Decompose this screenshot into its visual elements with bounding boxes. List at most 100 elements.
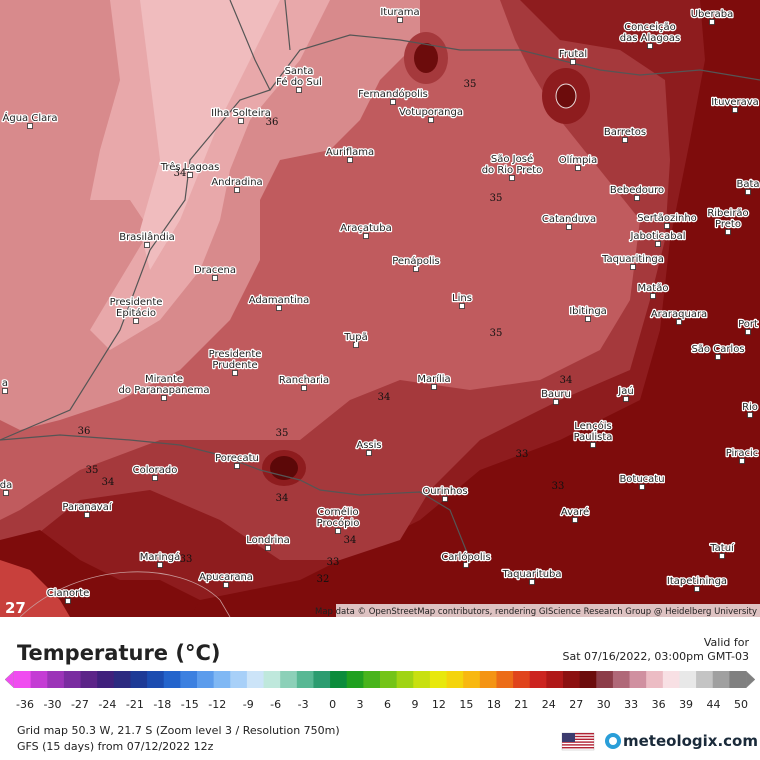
- isotherm-label: 34: [344, 535, 357, 546]
- city-label: da: [0, 480, 12, 491]
- legend-title: Temperature (°C): [17, 641, 220, 665]
- city-dot: [509, 175, 515, 181]
- colorbar-tick-label: 30: [597, 698, 611, 711]
- city-dot: [739, 458, 745, 464]
- city-label: Procópio: [317, 517, 360, 529]
- city-label: Fernandópolis: [358, 88, 428, 100]
- city-dot: [630, 264, 636, 270]
- city-dot: [529, 579, 535, 585]
- city-dot: [27, 123, 33, 129]
- city-dot: [622, 137, 628, 143]
- colorbar-swatch: [147, 671, 165, 688]
- brand[interactable]: meteologix.com: [623, 732, 758, 750]
- state-border: [0, 0, 271, 441]
- colorbar-swatch: [596, 671, 614, 688]
- city-label: Conceição: [624, 22, 676, 33]
- colorbar-swatch: [14, 671, 32, 688]
- colorbar-swatch: [729, 671, 747, 688]
- city-label: Avaré: [561, 506, 589, 518]
- city-dot: [133, 318, 139, 324]
- isotherm-label: 35: [276, 428, 289, 439]
- colorbar-tick-label: -12: [208, 698, 226, 711]
- us-flag: [561, 732, 595, 751]
- city-label: Jaú: [617, 385, 633, 397]
- isotherm-label: 33: [180, 554, 193, 565]
- colorbar-tick-label: 50: [734, 698, 748, 711]
- city-label: Rancharia: [279, 375, 329, 386]
- colorbar-tick-label: 44: [707, 698, 721, 711]
- colorbar-swatch: [579, 671, 597, 688]
- colorbar-swatch: [213, 671, 231, 688]
- city-label: Paulista: [574, 432, 613, 443]
- colorbar-swatch: [479, 671, 497, 688]
- city-dot: [335, 528, 341, 534]
- city-dot: [276, 305, 282, 311]
- city-dot: [747, 412, 753, 418]
- city-dot: [694, 586, 700, 592]
- city-label: Rio: [742, 402, 758, 413]
- city-label: Lins: [452, 293, 472, 304]
- isotherm-label: 35: [464, 79, 477, 90]
- city-label: Barretos: [604, 127, 646, 138]
- city-dot: [570, 59, 576, 65]
- city-label: Presidente: [209, 349, 262, 360]
- colorbar-swatch: [363, 671, 381, 688]
- city-dot: [144, 242, 150, 248]
- city-dot: [390, 99, 396, 105]
- city-label: Jaboticabal: [629, 231, 685, 242]
- colorbar-tick-label: 39: [679, 698, 693, 711]
- isotherm-label: 36: [78, 426, 91, 437]
- colorbar-tick-label: -18: [153, 698, 171, 711]
- city-label: Auriflama: [326, 147, 374, 158]
- colorbar-swatch: [313, 671, 331, 688]
- city-dot: [650, 293, 656, 299]
- city-label: Matão: [638, 283, 669, 294]
- isotherm-label: 32: [317, 574, 330, 585]
- city-dot: [639, 484, 645, 490]
- colorbar-swatch: [629, 671, 647, 688]
- city-label: Ituverava: [711, 97, 759, 108]
- city-label: Bebedouro: [610, 185, 664, 196]
- city-label: Taquarituba: [501, 569, 561, 580]
- city-dot: [234, 187, 240, 193]
- city-dot: [664, 223, 670, 229]
- city-label: do Rio Preto: [482, 165, 543, 176]
- city-dot: [442, 496, 448, 502]
- city-dot: [347, 157, 353, 163]
- city-dot: [431, 384, 437, 390]
- city-dot: [745, 329, 751, 335]
- city-label: Port: [738, 319, 758, 330]
- city-dot: [366, 450, 372, 456]
- city-label: Maringá: [140, 551, 180, 563]
- city-label: Santa: [285, 66, 314, 77]
- city-dot: [3, 490, 9, 496]
- city-label: Mirante: [145, 374, 183, 385]
- colorbar-swatch: [47, 671, 65, 688]
- city-label: Preto: [715, 219, 741, 230]
- city-label: Assis: [356, 440, 381, 451]
- city-dot: [2, 388, 8, 394]
- city-dot: [590, 442, 596, 448]
- colorbar-swatch: [513, 671, 531, 688]
- city-label: Três Lagoas: [160, 161, 220, 173]
- isotherm-label: 34: [378, 392, 391, 403]
- colorbar-arrow: [745, 670, 756, 689]
- colorbar-arrow: [4, 670, 15, 689]
- isotherm-label: 33: [552, 481, 565, 492]
- city-label: Ribeirão: [707, 208, 748, 219]
- colorbar-tick-label: 33: [624, 698, 638, 711]
- city-dot: [655, 241, 661, 247]
- city-dot: [353, 342, 359, 348]
- colorbar-tick-label: 6: [384, 698, 391, 711]
- attribution-bg: [336, 604, 760, 617]
- city-dot: [265, 545, 271, 551]
- city-dot: [634, 195, 640, 201]
- state-border: [284, 0, 291, 51]
- city-label: Apucarana: [199, 572, 253, 583]
- city-label: Porecatu: [215, 453, 259, 464]
- city-dot: [745, 189, 751, 195]
- city-label: Marília: [417, 373, 450, 385]
- city-dot: [623, 396, 629, 402]
- city-dot: [397, 17, 403, 23]
